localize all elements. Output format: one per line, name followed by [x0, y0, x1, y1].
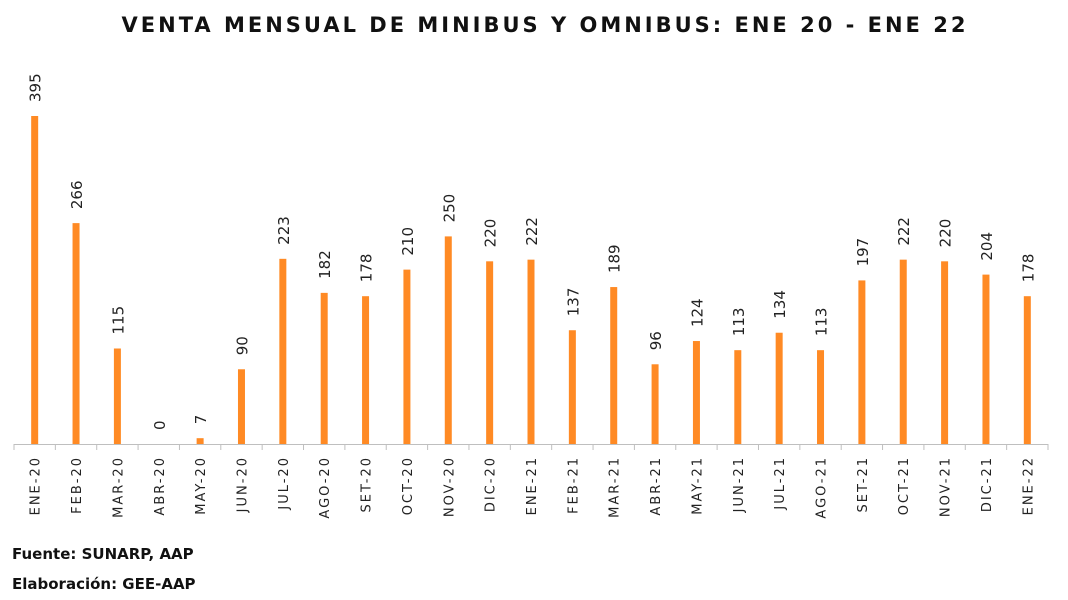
x-tick-label: SET-21: [856, 456, 871, 512]
x-tick-label: AGO-20: [318, 456, 333, 519]
data-label: 0: [151, 420, 169, 430]
x-tick-label: OCT-21: [897, 456, 912, 515]
x-tick-label: FEB-20: [70, 456, 85, 514]
data-label: 134: [771, 290, 789, 319]
data-label: 90: [233, 336, 251, 355]
data-label: 222: [523, 217, 541, 246]
data-label: 220: [482, 219, 500, 248]
x-tick-label: DIC-21: [980, 456, 995, 512]
data-label: 137: [564, 288, 582, 317]
x-tick-label: JUL-20: [277, 456, 292, 511]
x-tick-label: ABR-21: [649, 456, 664, 516]
data-label: 222: [895, 217, 913, 246]
data-label: 96: [647, 331, 665, 350]
x-tick-label: ENE-20: [29, 456, 44, 515]
x-tick-label: MAR-20: [111, 456, 126, 518]
bar: [692, 341, 700, 444]
bar: [941, 261, 949, 444]
x-tick-label: ABR-20: [153, 456, 168, 516]
data-label: 115: [109, 306, 127, 335]
credit-note: Elaboración: GEE-AAP: [12, 575, 196, 593]
data-label: 220: [937, 219, 955, 248]
x-tick-label: FEB-21: [566, 456, 581, 514]
bar: [237, 369, 245, 444]
x-tick-label: DIC-20: [484, 456, 499, 512]
x-tick-label: ENE-22: [1021, 456, 1036, 515]
x-tick-label: JUL-21: [773, 456, 788, 511]
bar: [651, 364, 659, 444]
bar: [403, 269, 411, 444]
bar: [486, 261, 494, 444]
data-label: 197: [854, 238, 872, 267]
data-label: 7: [192, 415, 210, 425]
x-tick-label: NOV-21: [939, 456, 954, 517]
x-tick-label: AGO-21: [815, 456, 830, 519]
bar: [72, 223, 80, 444]
bar: [527, 259, 535, 444]
bar: [320, 292, 328, 444]
data-label: 178: [358, 254, 376, 283]
bar: [568, 330, 576, 444]
x-tick-label: MAY-21: [690, 456, 705, 515]
x-tick-label: JUN-20: [235, 456, 250, 513]
bar: [734, 350, 742, 444]
bar: [31, 116, 39, 444]
bar: [1023, 296, 1031, 444]
x-tick-label: OCT-20: [401, 456, 416, 515]
x-tick-label: NOV-20: [442, 456, 457, 517]
data-label: 223: [275, 216, 293, 245]
data-label: 182: [316, 250, 334, 279]
bar: [858, 280, 866, 444]
data-label: 250: [440, 194, 458, 223]
data-label: 266: [68, 180, 86, 209]
bar: [279, 258, 287, 444]
bar: [196, 438, 204, 444]
x-tick-label: MAR-21: [608, 456, 623, 518]
x-tick-label: JUN-21: [732, 456, 747, 513]
data-label: 113: [730, 308, 748, 337]
data-label: 395: [27, 73, 45, 102]
bar: [982, 274, 990, 444]
bar: [817, 350, 825, 444]
bar: [362, 296, 370, 444]
data-label: 178: [1019, 254, 1037, 283]
chart-title: VENTA MENSUAL DE MINIBUS Y OMNIBUS: ENE …: [121, 13, 969, 37]
bar: [899, 259, 907, 444]
bar: [444, 236, 452, 444]
data-label: 113: [813, 308, 831, 337]
bar: [113, 348, 121, 444]
bar: [610, 287, 618, 444]
x-tick-label: SET-20: [360, 456, 375, 512]
data-label: 210: [399, 227, 417, 256]
data-label: 124: [688, 298, 706, 327]
x-tick-label: MAY-20: [194, 456, 209, 515]
data-label: 204: [978, 232, 996, 261]
data-label: 189: [606, 244, 624, 273]
source-note: Fuente: SUNARP, AAP: [12, 545, 194, 563]
bar: [775, 332, 783, 444]
x-tick-label: ENE-21: [525, 456, 540, 515]
